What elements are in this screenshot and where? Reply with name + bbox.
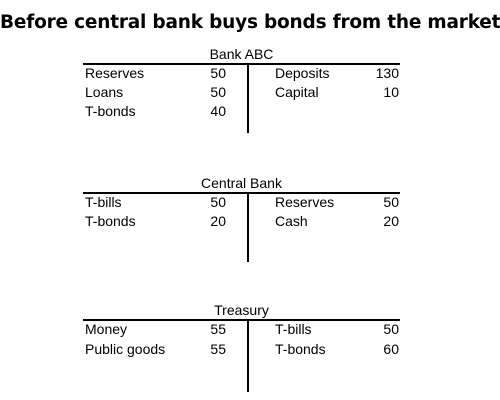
t-account-bank-abc: Bank ABC Reserves 50 Loans 50 T-bonds 40… bbox=[83, 46, 400, 138]
liability-label: Cash bbox=[275, 213, 308, 229]
asset-value: 55 bbox=[210, 341, 226, 357]
liability-value: 20 bbox=[383, 213, 399, 229]
asset-label: Public goods bbox=[85, 341, 166, 357]
horizontal-rule bbox=[83, 192, 400, 194]
liability-value: 50 bbox=[383, 321, 399, 337]
asset-value: 40 bbox=[210, 103, 226, 119]
vertical-rule bbox=[247, 192, 249, 262]
asset-label: Loans bbox=[85, 84, 124, 100]
asset-value: 20 bbox=[210, 213, 226, 229]
liability-label: T-bills bbox=[275, 321, 312, 337]
asset-label: T-bills bbox=[85, 194, 122, 210]
account-title: Central Bank bbox=[201, 175, 282, 191]
asset-value: 55 bbox=[210, 321, 226, 337]
vertical-rule bbox=[247, 63, 249, 133]
liability-label: Capital bbox=[275, 84, 319, 100]
asset-value: 50 bbox=[210, 65, 226, 81]
liability-value: 50 bbox=[383, 194, 399, 210]
asset-label: Reserves bbox=[85, 65, 145, 81]
t-account-central-bank: Central Bank T-bills 50 T-bonds 20 Reser… bbox=[83, 175, 400, 267]
account-title: Treasury bbox=[214, 302, 269, 318]
liability-value: 130 bbox=[375, 65, 399, 81]
liability-label: T-bonds bbox=[275, 341, 326, 357]
t-account-treasury: Treasury Money 55 Public goods 55 T-bill… bbox=[83, 302, 400, 394]
asset-value: 50 bbox=[210, 84, 226, 100]
page-title: Before central bank buys bonds from the … bbox=[0, 12, 500, 33]
asset-label: T-bonds bbox=[85, 103, 136, 119]
liability-value: 10 bbox=[383, 84, 399, 100]
liability-label: Deposits bbox=[275, 65, 330, 81]
vertical-rule bbox=[247, 319, 249, 392]
horizontal-rule bbox=[83, 319, 400, 321]
horizontal-rule bbox=[83, 63, 400, 65]
asset-label: Money bbox=[85, 321, 128, 337]
asset-value: 50 bbox=[210, 194, 226, 210]
account-title: Bank ABC bbox=[209, 46, 274, 62]
liability-label: Reserves bbox=[275, 194, 335, 210]
liability-value: 60 bbox=[383, 341, 399, 357]
asset-label: T-bonds bbox=[85, 213, 136, 229]
